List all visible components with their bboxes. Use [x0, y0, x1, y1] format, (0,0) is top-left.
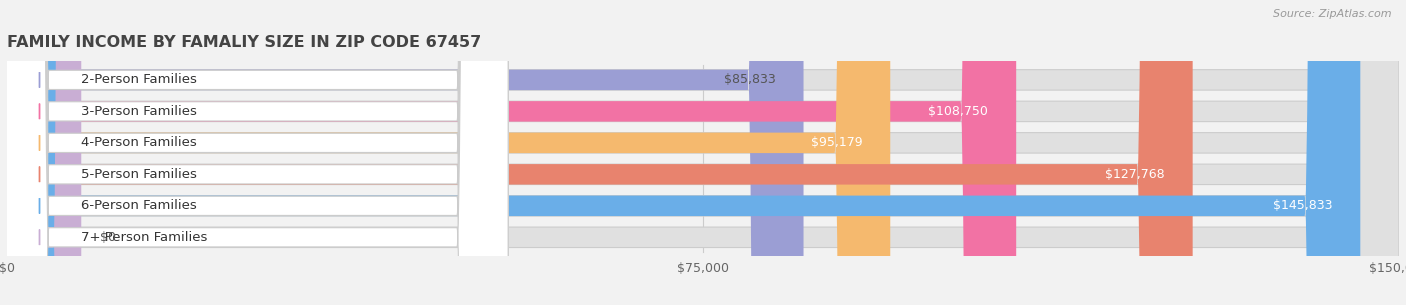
Text: $95,179: $95,179: [811, 136, 862, 149]
Text: 5-Person Families: 5-Person Families: [82, 168, 197, 181]
FancyBboxPatch shape: [0, 0, 508, 305]
FancyBboxPatch shape: [0, 0, 508, 305]
Text: 4-Person Families: 4-Person Families: [82, 136, 197, 149]
FancyBboxPatch shape: [7, 0, 82, 305]
FancyBboxPatch shape: [7, 0, 1399, 305]
FancyBboxPatch shape: [7, 0, 1399, 305]
FancyBboxPatch shape: [0, 0, 508, 305]
Text: $127,768: $127,768: [1105, 168, 1164, 181]
FancyBboxPatch shape: [7, 0, 1399, 305]
FancyBboxPatch shape: [7, 0, 1360, 305]
FancyBboxPatch shape: [0, 0, 508, 305]
FancyBboxPatch shape: [7, 0, 1192, 305]
FancyBboxPatch shape: [0, 0, 508, 305]
Text: 6-Person Families: 6-Person Families: [82, 199, 197, 212]
FancyBboxPatch shape: [7, 0, 803, 305]
Text: 7+ Person Families: 7+ Person Families: [82, 231, 208, 244]
Text: Source: ZipAtlas.com: Source: ZipAtlas.com: [1274, 9, 1392, 19]
Text: 3-Person Families: 3-Person Families: [82, 105, 197, 118]
FancyBboxPatch shape: [7, 0, 1399, 305]
FancyBboxPatch shape: [7, 0, 1399, 305]
Text: $145,833: $145,833: [1272, 199, 1333, 212]
Text: $108,750: $108,750: [928, 105, 988, 118]
FancyBboxPatch shape: [7, 0, 890, 305]
FancyBboxPatch shape: [7, 0, 1017, 305]
FancyBboxPatch shape: [0, 0, 508, 305]
Text: $85,833: $85,833: [724, 74, 776, 86]
Text: 2-Person Families: 2-Person Families: [82, 74, 197, 86]
FancyBboxPatch shape: [7, 0, 1399, 305]
Text: FAMILY INCOME BY FAMALIY SIZE IN ZIP CODE 67457: FAMILY INCOME BY FAMALIY SIZE IN ZIP COD…: [7, 35, 481, 50]
Text: $0: $0: [100, 231, 115, 244]
